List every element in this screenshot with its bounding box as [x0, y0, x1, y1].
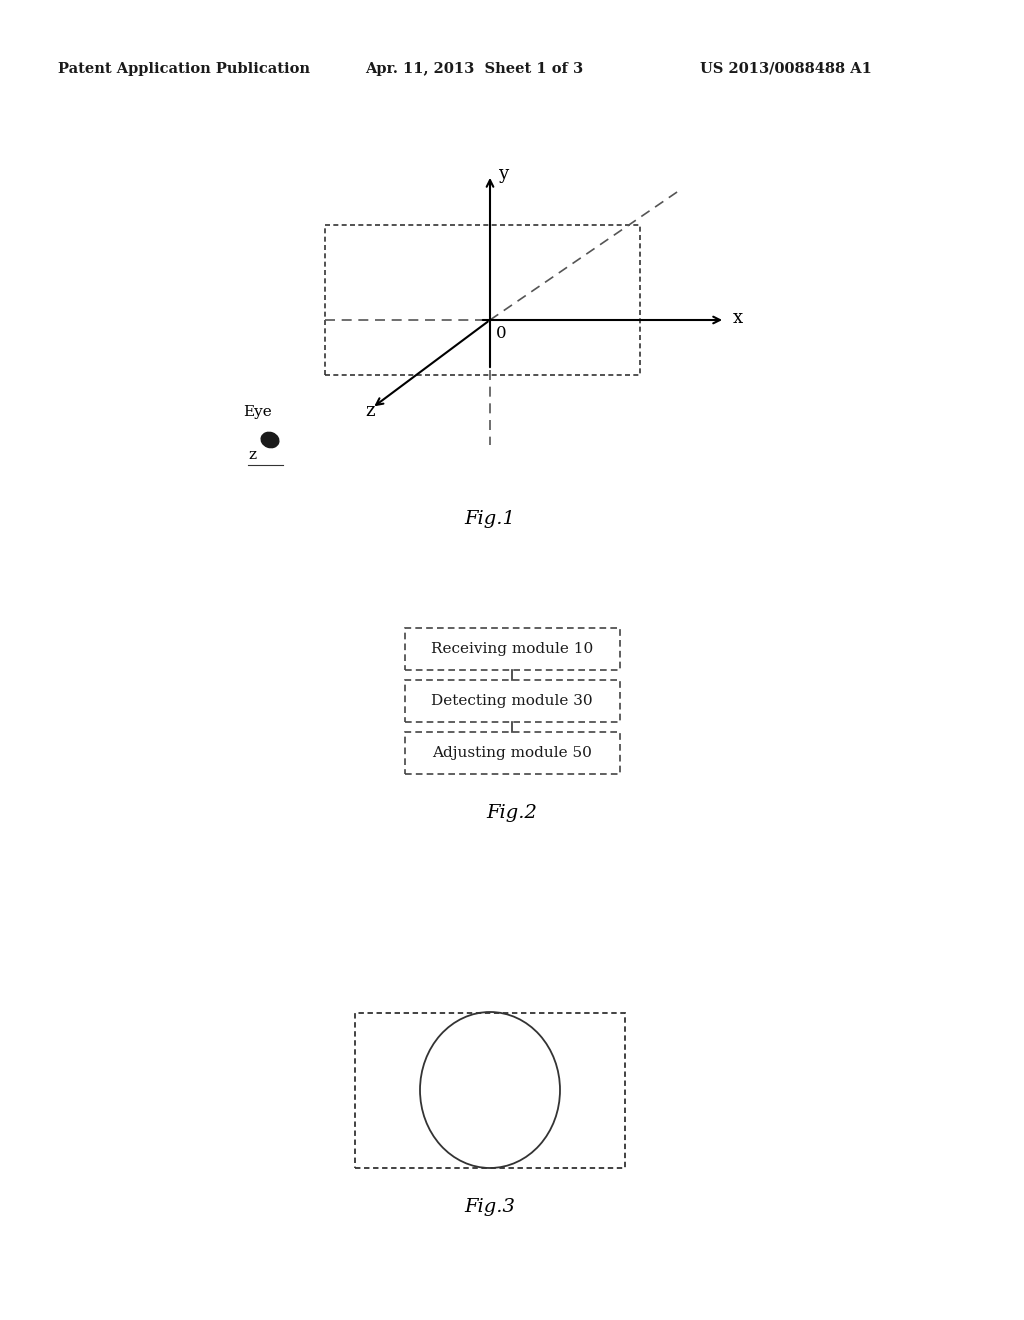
Text: z: z	[366, 403, 375, 420]
Text: Receiving module 10: Receiving module 10	[431, 642, 593, 656]
Bar	[355, 1012, 625, 1168]
Bar	[406, 628, 620, 671]
Text: z: z	[248, 447, 256, 462]
Text: x: x	[733, 309, 743, 327]
Bar	[325, 224, 640, 375]
Text: Fig.3: Fig.3	[465, 1199, 515, 1216]
Bar	[406, 733, 620, 774]
Text: Detecting module 30: Detecting module 30	[431, 694, 593, 708]
Text: 0: 0	[496, 325, 507, 342]
Ellipse shape	[261, 433, 279, 447]
Text: Fig.2: Fig.2	[486, 804, 538, 822]
Text: US 2013/0088488 A1: US 2013/0088488 A1	[700, 62, 871, 77]
Text: Apr. 11, 2013  Sheet 1 of 3: Apr. 11, 2013 Sheet 1 of 3	[365, 62, 583, 77]
Text: Eye: Eye	[243, 405, 271, 418]
Text: y: y	[498, 165, 508, 183]
Text: Adjusting module 50: Adjusting module 50	[432, 746, 592, 760]
Text: Fig.1: Fig.1	[465, 510, 515, 528]
Bar	[406, 680, 620, 722]
Text: Patent Application Publication: Patent Application Publication	[58, 62, 310, 77]
